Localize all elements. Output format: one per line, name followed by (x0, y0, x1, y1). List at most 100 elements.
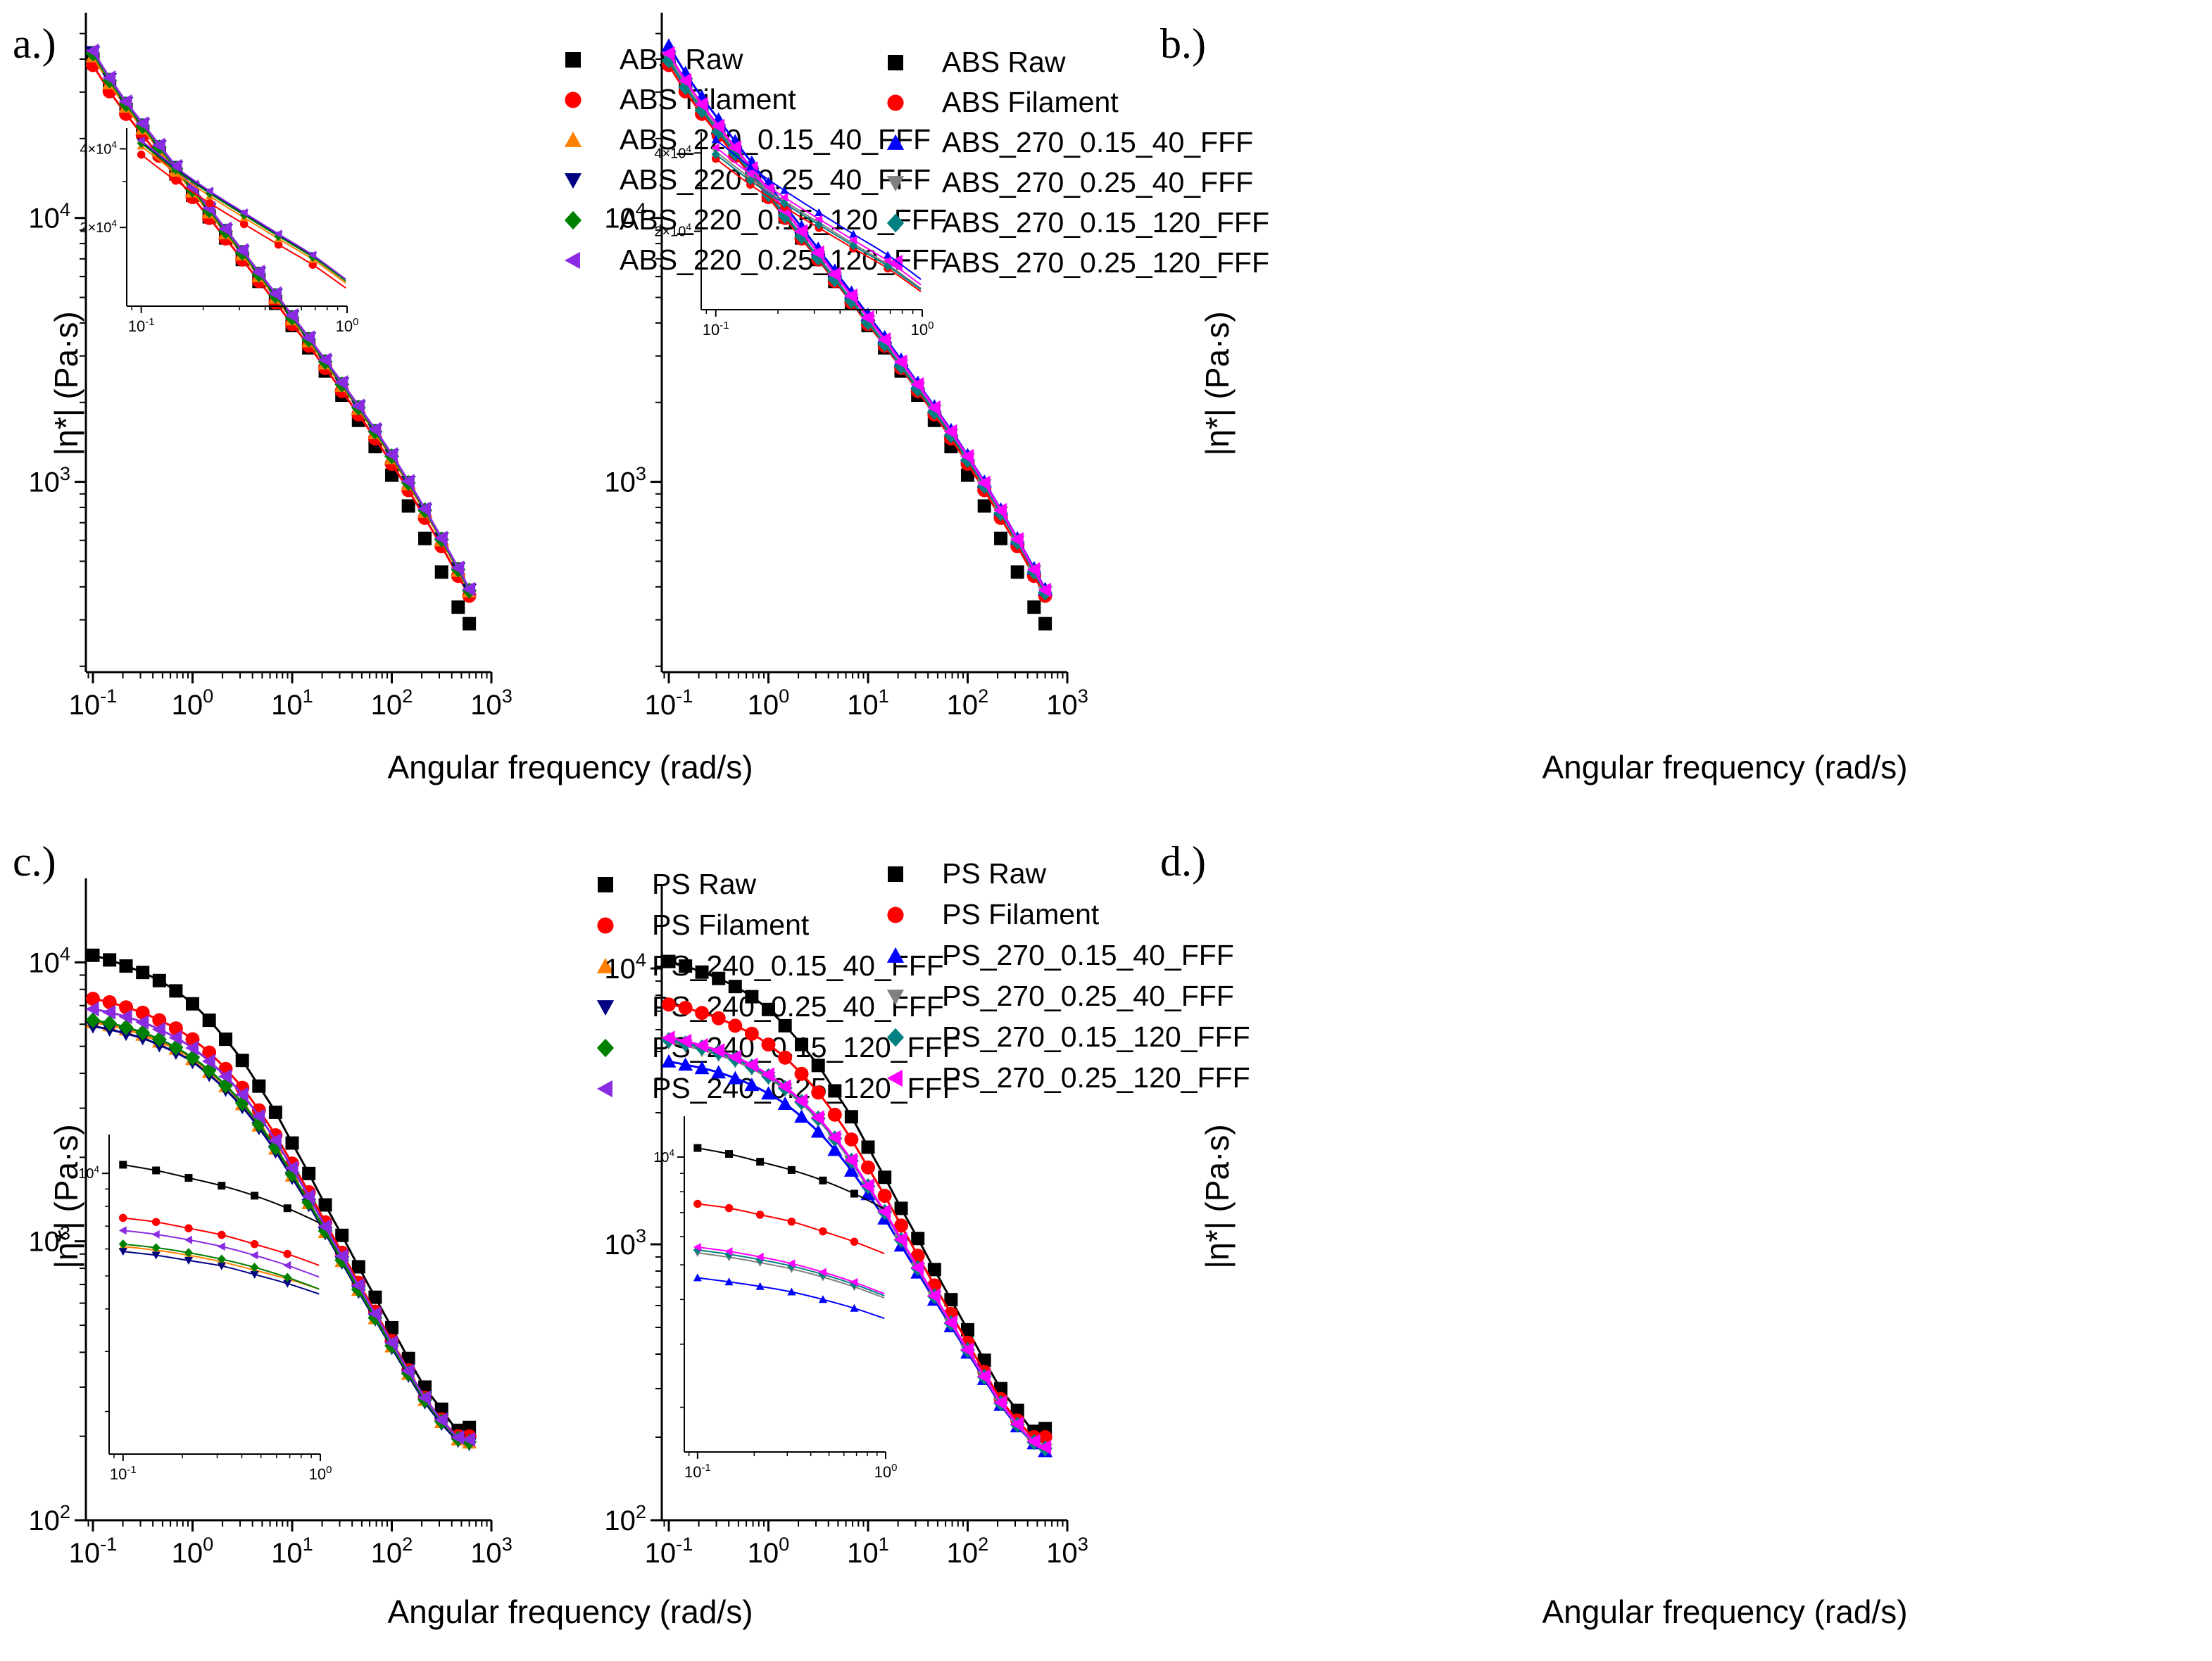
data-point (301, 1194, 317, 1211)
data-point (877, 1188, 892, 1203)
data-point (794, 1093, 808, 1109)
data-point (777, 1079, 791, 1094)
inset-data-point (746, 162, 755, 170)
data-point (1010, 565, 1024, 579)
data-point (727, 140, 741, 156)
data-point (334, 1249, 348, 1264)
data-point (662, 954, 676, 968)
inset-data-point (725, 1150, 734, 1158)
legend-marker (886, 254, 903, 272)
inset-x-tick-label: 100 (911, 320, 934, 339)
data-point (860, 1178, 874, 1194)
inset-data-point (693, 1144, 702, 1152)
data-point (844, 1110, 858, 1124)
data-point (778, 1050, 793, 1065)
data-point (185, 1040, 199, 1056)
inset-data-point (724, 1204, 734, 1213)
inset-data-point (151, 1230, 160, 1239)
inset-x-tick-label: 10-1 (703, 320, 729, 339)
data-point (893, 1232, 907, 1247)
x-axis-title: Angular frequency (rad/s) (1542, 1593, 1907, 1630)
legend: PS Raw PS Filament PS_270_0.15_40_FFF PS_27… (886, 857, 1250, 1094)
inset-data-point (250, 1239, 259, 1249)
inset-series-3 (693, 1273, 885, 1320)
data-point (661, 1054, 677, 1068)
data-point (960, 468, 974, 482)
y-tick-label: 102 (28, 1501, 70, 1536)
x-tick-label: 102 (371, 1533, 413, 1569)
data-point (744, 1057, 758, 1073)
data-point (335, 1228, 349, 1242)
inset-data-point (755, 1282, 765, 1290)
legend-marker (886, 176, 905, 192)
data-point (462, 1432, 476, 1447)
inset-data-point (283, 1272, 292, 1282)
data-point (1010, 1417, 1024, 1432)
data-point (86, 948, 100, 962)
data-point (135, 1014, 149, 1030)
y-tick-label: 102 (604, 1501, 646, 1536)
x-tick-label: 10-1 (645, 1533, 693, 1569)
inset-data-point (884, 256, 892, 265)
inset-data-point (787, 1259, 796, 1268)
inset-data-point (746, 176, 755, 186)
inset-data-point (118, 1226, 127, 1235)
inset-data-point (850, 1237, 859, 1246)
legend-marker (596, 1038, 615, 1058)
x-axis-title: Angular frequency (rad/s) (387, 749, 753, 785)
data-point (268, 1139, 283, 1156)
data-point (451, 1429, 465, 1445)
y-tick-label: 103 (604, 462, 646, 498)
data-point (794, 224, 808, 239)
data-point (118, 1019, 134, 1035)
data-point (434, 565, 448, 579)
data-point (418, 531, 432, 545)
data-point (451, 560, 465, 576)
inset-data-point (884, 261, 893, 271)
data-point (694, 96, 708, 112)
data-point (843, 288, 857, 303)
x-tick-label: 101 (271, 1533, 313, 1569)
data-point (943, 424, 957, 439)
plot-area-d: 10-1 100 101 102 103 102 103 104 PS Raw PS Filame… (604, 857, 1250, 1569)
inset-data-point (217, 1262, 226, 1270)
inset-data-point (119, 1161, 127, 1169)
data-point (678, 72, 692, 88)
inset-data-point (151, 1218, 161, 1226)
data-point (401, 474, 415, 489)
x-tick-label: 103 (1046, 1533, 1088, 1569)
data-point (827, 271, 843, 288)
legend-marker (888, 55, 903, 70)
data-point (860, 314, 876, 331)
data-point (301, 330, 315, 346)
inset-data-point (171, 176, 180, 185)
series-line (92, 64, 470, 597)
data-point (152, 973, 166, 987)
data-point (284, 308, 299, 323)
data-point (960, 448, 974, 464)
inset-data-point (184, 1248, 193, 1258)
data-point (302, 1166, 316, 1180)
data-point (711, 1065, 727, 1079)
data-point (85, 1002, 99, 1017)
legend-label: ABS Raw (620, 43, 743, 75)
data-point (727, 1049, 741, 1065)
plot-area-c: 10-1 100 101 102 103 102 103 104 PS Raw PS Filame… (28, 868, 960, 1569)
inset-data-point (724, 1246, 733, 1256)
inset-series-2 (119, 1213, 320, 1266)
inset-data-point (693, 1242, 701, 1252)
data-point (926, 1288, 941, 1303)
data-point (977, 499, 991, 513)
inset-data-point (217, 1254, 226, 1264)
inset-data-point (819, 1227, 827, 1236)
inset-x-tick-label: 10-1 (684, 1462, 711, 1481)
inset-data-point (818, 1268, 827, 1277)
inset-series-6 (711, 143, 922, 286)
data-point (745, 990, 759, 1004)
inset-data-point (217, 1242, 225, 1251)
data-point (135, 116, 149, 131)
inset-data-point (283, 1249, 292, 1258)
